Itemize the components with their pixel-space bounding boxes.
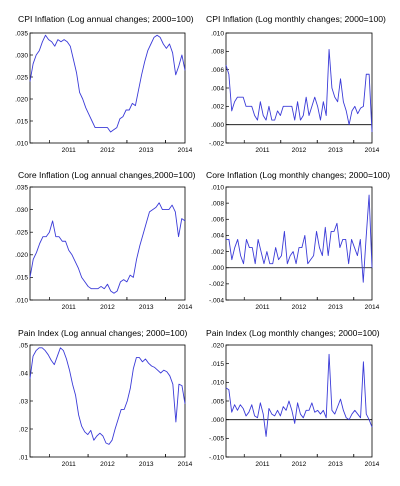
y-tick-label: .004	[211, 233, 224, 240]
y-tick-label: .015	[15, 275, 28, 282]
chart-panel-5: Pain Index (Log annual changes; 2000=100…	[18, 328, 193, 468]
y-tick-label: -.002	[209, 140, 224, 147]
y-tick-label: .02	[19, 426, 28, 433]
x-tick-label: 2013	[139, 147, 154, 154]
x-tick-label: 2012	[100, 304, 115, 311]
series-line-1	[29, 202, 186, 294]
x-tick-label: 2012	[292, 304, 307, 311]
y-tick-label: -.002	[209, 281, 224, 288]
y-tick-label: .035	[15, 184, 28, 191]
chart-panel-6: Pain Index (Log monthly changes; 2000=10…	[206, 328, 380, 468]
series-line-1	[226, 194, 373, 283]
x-tick-label: 2014	[178, 147, 193, 154]
y-tick-label: .015	[211, 361, 224, 368]
y-tick-label: .010	[15, 140, 28, 147]
series-line-1	[29, 347, 186, 445]
y-tick-label: .000	[211, 122, 224, 129]
y-tick-label: .002	[211, 104, 224, 111]
chart-title: Pain Index (Log annual changes; 2000=100…	[18, 328, 188, 338]
y-tick-label: -.005	[209, 436, 224, 443]
y-tick-label: .035	[15, 30, 28, 37]
x-tick-label: 2013	[328, 461, 343, 468]
chart-title: CPI Inflation (Log annual changes; 2000=…	[18, 14, 194, 24]
plot-frame	[225, 32, 373, 144]
y-tick-label: .006	[211, 217, 224, 224]
chart-panel-2: CPI Inflation (Log monthly changes; 2000…	[206, 14, 386, 154]
y-tick-label: .008	[211, 49, 224, 56]
x-tick-label: 2012	[100, 461, 115, 468]
chart-panel-1: CPI Inflation (Log annual changes; 2000=…	[15, 14, 194, 154]
x-tick-label: 2011	[255, 304, 270, 311]
x-tick-label: 2011	[62, 147, 77, 154]
x-tick-label: 2011	[62, 304, 77, 311]
y-tick-label: .000	[211, 417, 224, 424]
y-tick-label: .03	[19, 398, 28, 405]
y-tick-label: .015	[15, 118, 28, 125]
y-tick-label: .002	[211, 249, 224, 256]
x-tick-label: 2014	[178, 304, 193, 311]
y-tick-label: .005	[211, 398, 224, 405]
y-tick-label: .010	[211, 380, 224, 387]
y-tick-label: .010	[211, 184, 224, 191]
x-tick-label: 2014	[365, 461, 380, 468]
chart-panel-3: Core Inflation (Log annual changes,2000=…	[15, 170, 195, 311]
x-tick-label: 2013	[139, 304, 154, 311]
y-tick-label: .020	[15, 252, 28, 259]
y-tick-label: .020	[15, 96, 28, 103]
series-line-1	[29, 34, 186, 133]
plot-frame	[225, 186, 373, 301]
x-tick-label: 2012	[292, 461, 307, 468]
x-tick-label: 2013	[328, 304, 343, 311]
y-tick-label: .01	[19, 454, 28, 461]
x-tick-label: 2014	[178, 461, 193, 468]
y-tick-label: .006	[211, 67, 224, 74]
y-tick-label: .025	[15, 230, 28, 237]
chart-title: Core Inflation (Log monthly changes; 200…	[206, 170, 390, 180]
x-tick-label: 2011	[255, 147, 270, 154]
y-tick-label: .004	[211, 85, 224, 92]
plot-frame	[29, 186, 186, 301]
y-tick-label: .030	[15, 52, 28, 59]
chart-panel-4: Core Inflation (Log monthly changes; 200…	[206, 170, 390, 311]
y-tick-label: .030	[15, 207, 28, 214]
plot-frame	[29, 344, 186, 458]
x-tick-label: 2013	[328, 147, 343, 154]
plot-frame	[225, 344, 373, 458]
x-tick-label: 2014	[365, 304, 380, 311]
y-tick-label: -.010	[209, 454, 224, 461]
y-tick-label: .04	[19, 370, 28, 377]
y-tick-label: .020	[211, 342, 224, 349]
y-tick-label: .008	[211, 200, 224, 207]
y-tick-label: .010	[211, 30, 224, 37]
x-tick-label: 2012	[100, 147, 115, 154]
x-tick-label: 2014	[365, 147, 380, 154]
series-line-1	[225, 353, 373, 437]
chart-title: CPI Inflation (Log monthly changes; 2000…	[206, 14, 386, 24]
y-tick-label: .000	[211, 265, 224, 272]
x-tick-label: 2011	[62, 461, 77, 468]
y-tick-label: .010	[15, 297, 28, 304]
chart-title: Core Inflation (Log annual changes,2000=…	[18, 170, 196, 180]
x-tick-label: 2012	[292, 147, 307, 154]
series-line-1	[225, 49, 373, 133]
y-tick-label: .05	[19, 342, 28, 349]
plot-frame	[29, 32, 186, 144]
y-tick-label: -.004	[209, 297, 224, 304]
chart-title: Pain Index (Log monthly changes; 2000=10…	[206, 328, 380, 338]
x-tick-label: 2013	[139, 461, 154, 468]
x-tick-label: 2011	[255, 461, 270, 468]
y-tick-label: .025	[15, 74, 28, 81]
